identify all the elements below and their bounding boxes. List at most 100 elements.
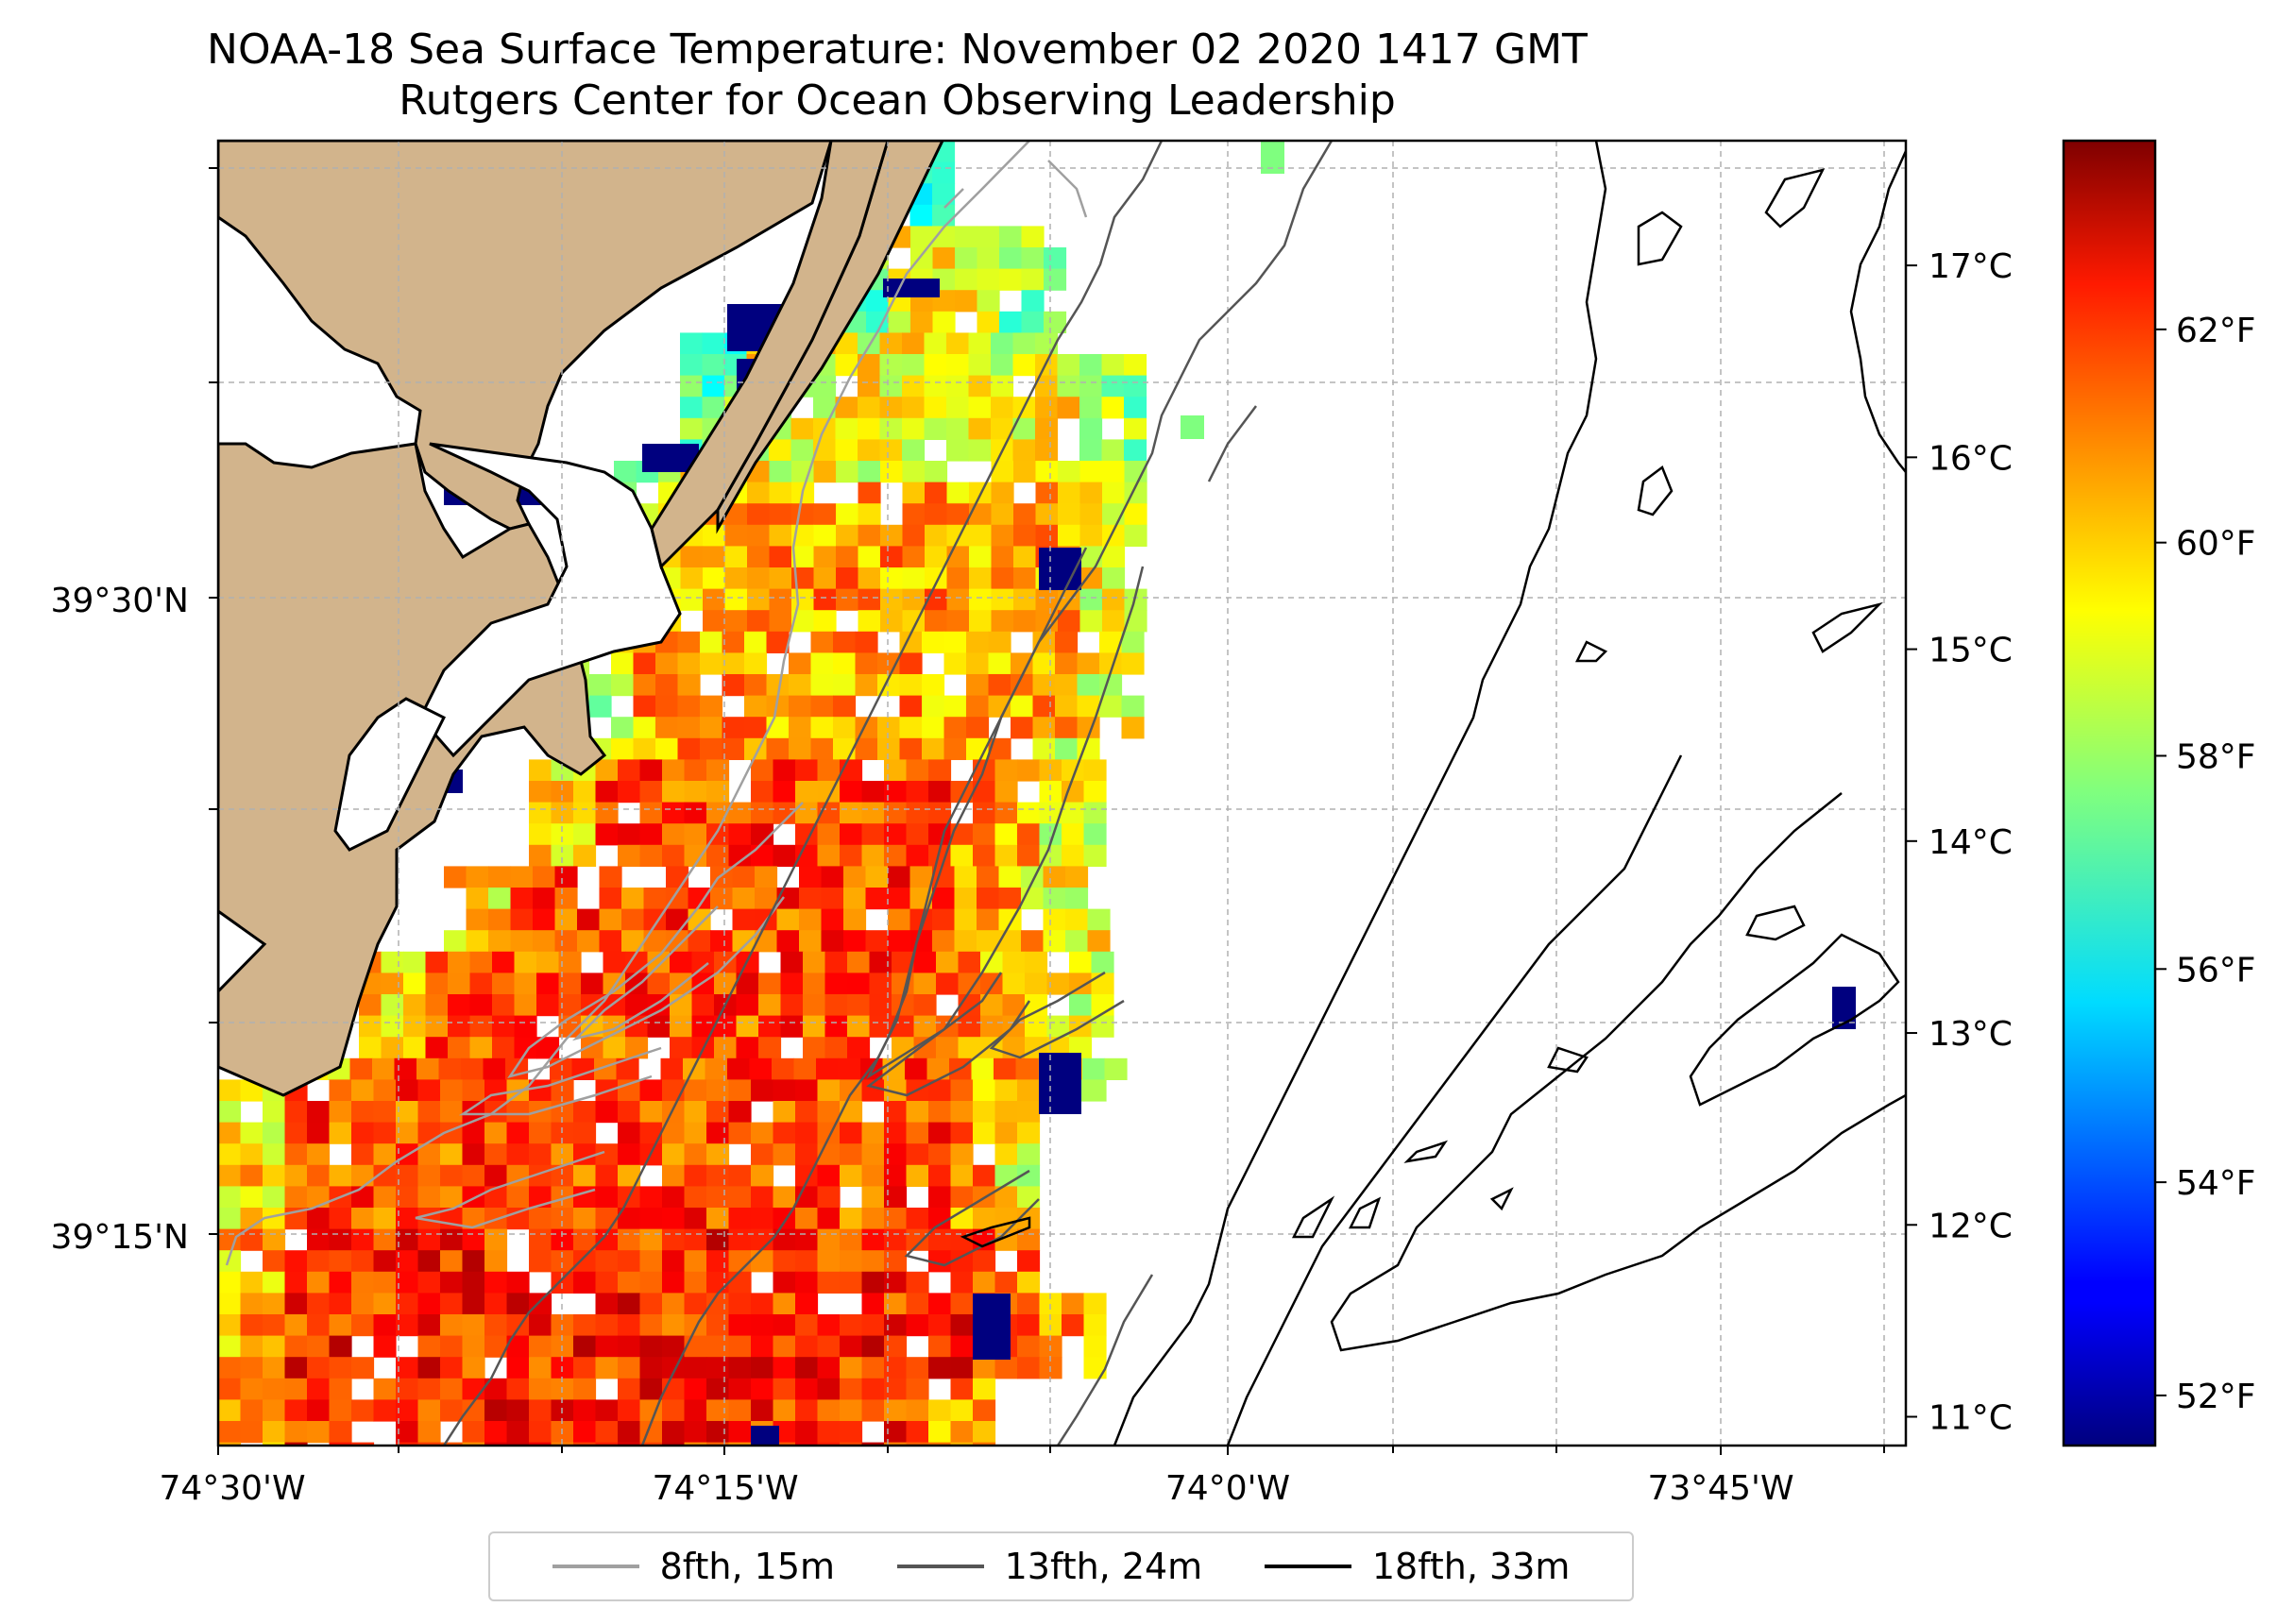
sst-pixel <box>899 695 923 718</box>
sst-pixel <box>795 1271 819 1294</box>
sst-pixel <box>417 1357 441 1379</box>
sst-pixel <box>284 1335 308 1358</box>
sst-pixel <box>351 1079 375 1102</box>
legend-label: 13fth, 24m <box>1004 1546 1203 1587</box>
sst-pixel <box>666 908 689 931</box>
sst-pixel <box>573 1271 597 1294</box>
sst-pixel <box>440 1101 464 1124</box>
sst-pixel <box>973 1399 996 1422</box>
sst-pixel <box>462 1164 485 1187</box>
sst-pixel <box>1025 973 1048 995</box>
sst-pixel <box>1032 695 1056 718</box>
sst-pixel <box>307 1357 331 1379</box>
sst-pixel <box>1055 674 1079 697</box>
sst-pixel <box>946 588 970 611</box>
sst-pixel <box>724 524 748 547</box>
sst-pixel <box>950 1208 974 1230</box>
sst-pixel <box>925 461 948 483</box>
sst-pixel <box>529 1314 552 1337</box>
sst-pixel <box>573 1421 597 1444</box>
sst-pixel <box>869 973 892 995</box>
sst-pixel <box>946 375 970 398</box>
sst-pixel <box>703 546 726 568</box>
sst-pixel <box>936 973 960 995</box>
sst-pixel <box>1039 802 1062 824</box>
sst-pixel <box>950 1314 974 1337</box>
sst-pixel <box>1002 994 1026 1017</box>
ocean-lower-left <box>218 909 267 994</box>
sst-pixel <box>946 417 970 440</box>
sst-pixel <box>662 1293 686 1315</box>
sst-pixel <box>795 844 819 867</box>
sst-pixel <box>892 994 915 1017</box>
sst-pixel <box>858 397 881 419</box>
sst-pixel <box>728 1122 752 1144</box>
sst-pixel <box>373 1293 397 1315</box>
sst-pixel <box>1101 375 1125 398</box>
sst-pixel <box>922 674 945 697</box>
sst-pixel <box>946 524 970 547</box>
sst-pixel <box>744 674 768 697</box>
sst-pixel <box>861 1271 885 1294</box>
sst-pixel <box>736 1015 759 1038</box>
sst-pixel <box>1058 524 1081 547</box>
sst-pixel <box>728 1357 752 1379</box>
sst-pixel <box>351 1208 375 1230</box>
colorbar <box>2062 139 2157 1447</box>
sst-pixel <box>639 1335 663 1358</box>
legend-line-13fth <box>896 1565 984 1568</box>
sst-pixel-cold <box>1039 1053 1081 1114</box>
sst-pixel <box>973 1421 996 1444</box>
sst-pixel <box>1015 1057 1039 1080</box>
sst-pixel <box>722 674 745 697</box>
sst-pixel <box>307 1228 331 1251</box>
sst-pixel <box>744 695 768 718</box>
sst-pixel <box>573 1399 597 1422</box>
sst-pixel <box>639 1186 663 1209</box>
sst-pixel <box>999 247 1023 270</box>
sst-pixel <box>706 1143 730 1166</box>
sst-pixel <box>902 567 926 590</box>
sst-pixel <box>888 930 911 953</box>
sst-pixel <box>880 524 904 547</box>
sst-pixel-cold <box>883 279 940 297</box>
sst-pixel <box>529 1335 552 1358</box>
sst-pixel <box>843 866 867 888</box>
sst-pixel <box>728 1399 752 1422</box>
sst-pixel <box>858 503 881 526</box>
x-tick-label: 73°45'W <box>1647 1469 1793 1508</box>
sst-pixel <box>714 1037 738 1059</box>
sst-pixel <box>924 354 947 377</box>
sst-pixel <box>643 888 667 910</box>
sst-pixel <box>1079 610 1103 633</box>
sst-pixel <box>351 1314 375 1337</box>
sst-pixel <box>484 1186 508 1209</box>
sst-pixel <box>884 1271 908 1294</box>
sst-pixel <box>1083 781 1107 804</box>
sst-pixel <box>688 908 711 931</box>
sst-pixel <box>977 268 1000 291</box>
sst-pixel <box>1012 354 1036 377</box>
sst-pixel <box>1039 759 1062 782</box>
sst-pixel <box>536 973 560 995</box>
sst-pixel <box>573 781 597 804</box>
sst-pixel <box>551 1250 574 1273</box>
sst-pixel <box>714 951 738 973</box>
sst-pixel <box>577 908 601 931</box>
sst-pixel <box>444 866 467 888</box>
sst-pixel <box>684 802 707 824</box>
sst-pixel <box>946 397 970 419</box>
sst-pixel <box>529 781 552 804</box>
sst-pixel <box>817 1079 841 1102</box>
sst-pixel <box>776 888 800 910</box>
sst-pixel <box>1013 503 1037 526</box>
sst-pixel <box>639 844 663 867</box>
celsius-tick-label: 14°C <box>1929 823 2013 862</box>
sst-pixel <box>861 1293 885 1315</box>
sst-pixel <box>702 375 725 398</box>
sst-pixel <box>684 1164 707 1187</box>
sst-pixel <box>991 524 1014 547</box>
sst-pixel <box>955 247 978 270</box>
sst-pixel <box>506 1335 530 1358</box>
sst-pixel <box>573 1122 597 1144</box>
